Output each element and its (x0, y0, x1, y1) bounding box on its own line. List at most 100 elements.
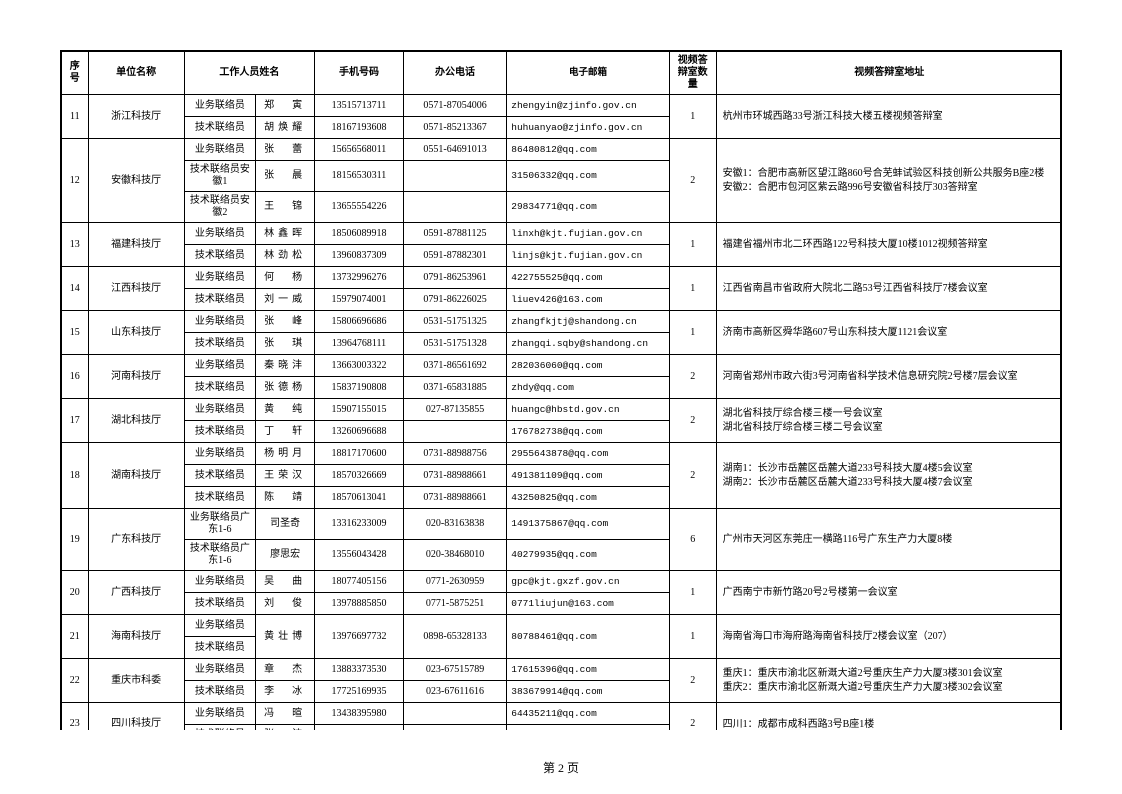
cell-tel: 0571-85213367 (403, 117, 506, 139)
table-row: 18湖南科技厅业务联络员杨明月188171706000731-889887562… (61, 443, 1061, 465)
cell-role: 业务联络员 (184, 703, 255, 725)
cell-role: 技术联络员 (184, 725, 255, 731)
cell-xh: 19 (61, 509, 88, 571)
cell-addr: 四川1：成都市成科西路3号B座1楼 (716, 703, 1061, 731)
col-mail: 电子邮箱 (507, 51, 670, 95)
cell-mail: 422755525@qq.com (507, 267, 670, 289)
cell-num: 1 (669, 95, 716, 139)
col-phone: 手机号码 (315, 51, 404, 95)
cell-role: 技术联络员 (184, 593, 255, 615)
cell-role: 技术联络员 (184, 245, 255, 267)
table-row: 22重庆市科委业务联络员章 杰13883373530023-6751578917… (61, 659, 1061, 681)
col-tel: 办公电话 (403, 51, 506, 95)
cell-dw: 浙江科技厅 (88, 95, 184, 139)
cell-xh: 13 (61, 223, 88, 267)
cell-mail: 0771liujun@163.com (507, 593, 670, 615)
cell-role: 业务联络员广东1-6 (184, 509, 255, 540)
cell-mail: linjs@kjt.fujian.gov.cn (507, 245, 670, 267)
cell-dw: 湖北科技厅 (88, 399, 184, 443)
cell-mail: huangc@hbstd.gov.cn (507, 399, 670, 421)
cell-addr: 福建省福州市北二环西路122号科技大厦10楼1012视频答辩室 (716, 223, 1061, 267)
table-row: 23四川科技厅业务联络员冯 暄1343839598064435211@qq.co… (61, 703, 1061, 725)
cell-num: 2 (669, 443, 716, 509)
cell-mail: zhengyin@zjinfo.gov.cn (507, 95, 670, 117)
table-row: 21海南科技厅业务联络员黄壮博139766977320898-653281338… (61, 615, 1061, 637)
cell-tel: 023-67515789 (403, 659, 506, 681)
cell-xh: 11 (61, 95, 88, 139)
cell-addr: 广西南宁市新竹路20号2号楼第一会议室 (716, 571, 1061, 615)
cell-mail: 1491375867@qq.com (507, 509, 670, 540)
cell-dw: 重庆市科委 (88, 659, 184, 703)
cell-name: 张 波 (256, 725, 315, 731)
cell-phone: 13663003322 (315, 355, 404, 377)
cell-name: 张 蕾 (256, 139, 315, 161)
cell-name: 吴 曲 (256, 571, 315, 593)
cell-tel: 027-87135855 (403, 399, 506, 421)
cell-role: 业务联络员 (184, 399, 255, 421)
cell-mail: 86480812@qq.com (507, 139, 670, 161)
cell-name: 张德杨 (256, 377, 315, 399)
cell-role: 业务联络员 (184, 223, 255, 245)
cell-phone: 18167193608 (315, 117, 404, 139)
cell-mail: 176782738@qq.com (507, 421, 670, 443)
cell-phone: 13732996276 (315, 267, 404, 289)
cell-addr: 杭州市环城西路33号浙江科技大楼五楼视频答辩室 (716, 95, 1061, 139)
col-addr: 视频答辩室地址 (716, 51, 1061, 95)
cell-phone: 13978885850 (315, 593, 404, 615)
cell-num: 2 (669, 355, 716, 399)
cell-tel: 0731-88988661 (403, 487, 506, 509)
cell-xh: 15 (61, 311, 88, 355)
cell-addr: 海南省海口市海府路海南省科技厅2楼会议室（207） (716, 615, 1061, 659)
cell-role: 业务联络员 (184, 571, 255, 593)
cell-xh: 18 (61, 443, 88, 509)
cell-mail: 40279935@qq.com (507, 540, 670, 571)
col-xh: 序号 (61, 51, 88, 95)
cell-name: 司圣奇 (256, 509, 315, 540)
cell-tel: 020-83163838 (403, 509, 506, 540)
cell-name: 冯 暄 (256, 703, 315, 725)
cell-phone: 13976697732 (315, 615, 404, 659)
cell-phone: 15979074001 (315, 289, 404, 311)
cell-xh: 22 (61, 659, 88, 703)
cell-tel: 0591-87882301 (403, 245, 506, 267)
cell-phone: 13883373530 (315, 659, 404, 681)
cell-name: 王 锦 (256, 192, 315, 223)
cell-dw: 福建科技厅 (88, 223, 184, 267)
cell-num: 1 (669, 571, 716, 615)
cell-mail: zhdy@qq.com (507, 377, 670, 399)
cell-name: 张 峰 (256, 311, 315, 333)
cell-tel: 0371-65831885 (403, 377, 506, 399)
cell-name: 李 冰 (256, 681, 315, 703)
cell-phone: 18570326669 (315, 465, 404, 487)
cell-xh: 17 (61, 399, 88, 443)
cell-xh: 23 (61, 703, 88, 731)
cell-tel: 0771-2630959 (403, 571, 506, 593)
table-row: 17湖北科技厅业务联络员黄 纯15907155015027-87135855hu… (61, 399, 1061, 421)
cell-role: 技术联络员安徽2 (184, 192, 255, 223)
cell-name: 刘 俊 (256, 593, 315, 615)
contacts-table: 序号 单位名称 工作人员姓名 手机号码 办公电话 电子邮箱 视频答辩室数量 视频… (60, 50, 1062, 730)
cell-num: 1 (669, 311, 716, 355)
cell-tel: 0371-86561692 (403, 355, 506, 377)
cell-name: 王荣汉 (256, 465, 315, 487)
table-row: 15山东科技厅业务联络员张 峰158066966860531-51751325z… (61, 311, 1061, 333)
col-staff: 工作人员姓名 (184, 51, 315, 95)
cell-phone: 13964768111 (315, 333, 404, 355)
cell-xh: 14 (61, 267, 88, 311)
cell-mail: 282036060@qq.com (507, 355, 670, 377)
cell-dw: 广西科技厅 (88, 571, 184, 615)
cell-mail: 383679914@qq.com (507, 681, 670, 703)
cell-tel: 0591-87881125 (403, 223, 506, 245)
cell-mail: liuev426@163.com (507, 289, 670, 311)
cell-tel (403, 161, 506, 192)
cell-phone: 17725169935 (315, 681, 404, 703)
cell-addr: 湖南1：长沙市岳麓区岳麓大道233号科技大厦4楼5会议室湖南2：长沙市岳麓区岳麓… (716, 443, 1061, 509)
cell-mail: 64435211@qq.com (507, 703, 670, 725)
cell-role: 技术联络员安徽1 (184, 161, 255, 192)
cell-name: 何 杨 (256, 267, 315, 289)
cell-mail: gpc@kjt.gxzf.gov.cn (507, 571, 670, 593)
cell-tel (403, 421, 506, 443)
cell-tel: 0531-51751328 (403, 333, 506, 355)
cell-phone: 18570613041 (315, 487, 404, 509)
cell-xh: 16 (61, 355, 88, 399)
